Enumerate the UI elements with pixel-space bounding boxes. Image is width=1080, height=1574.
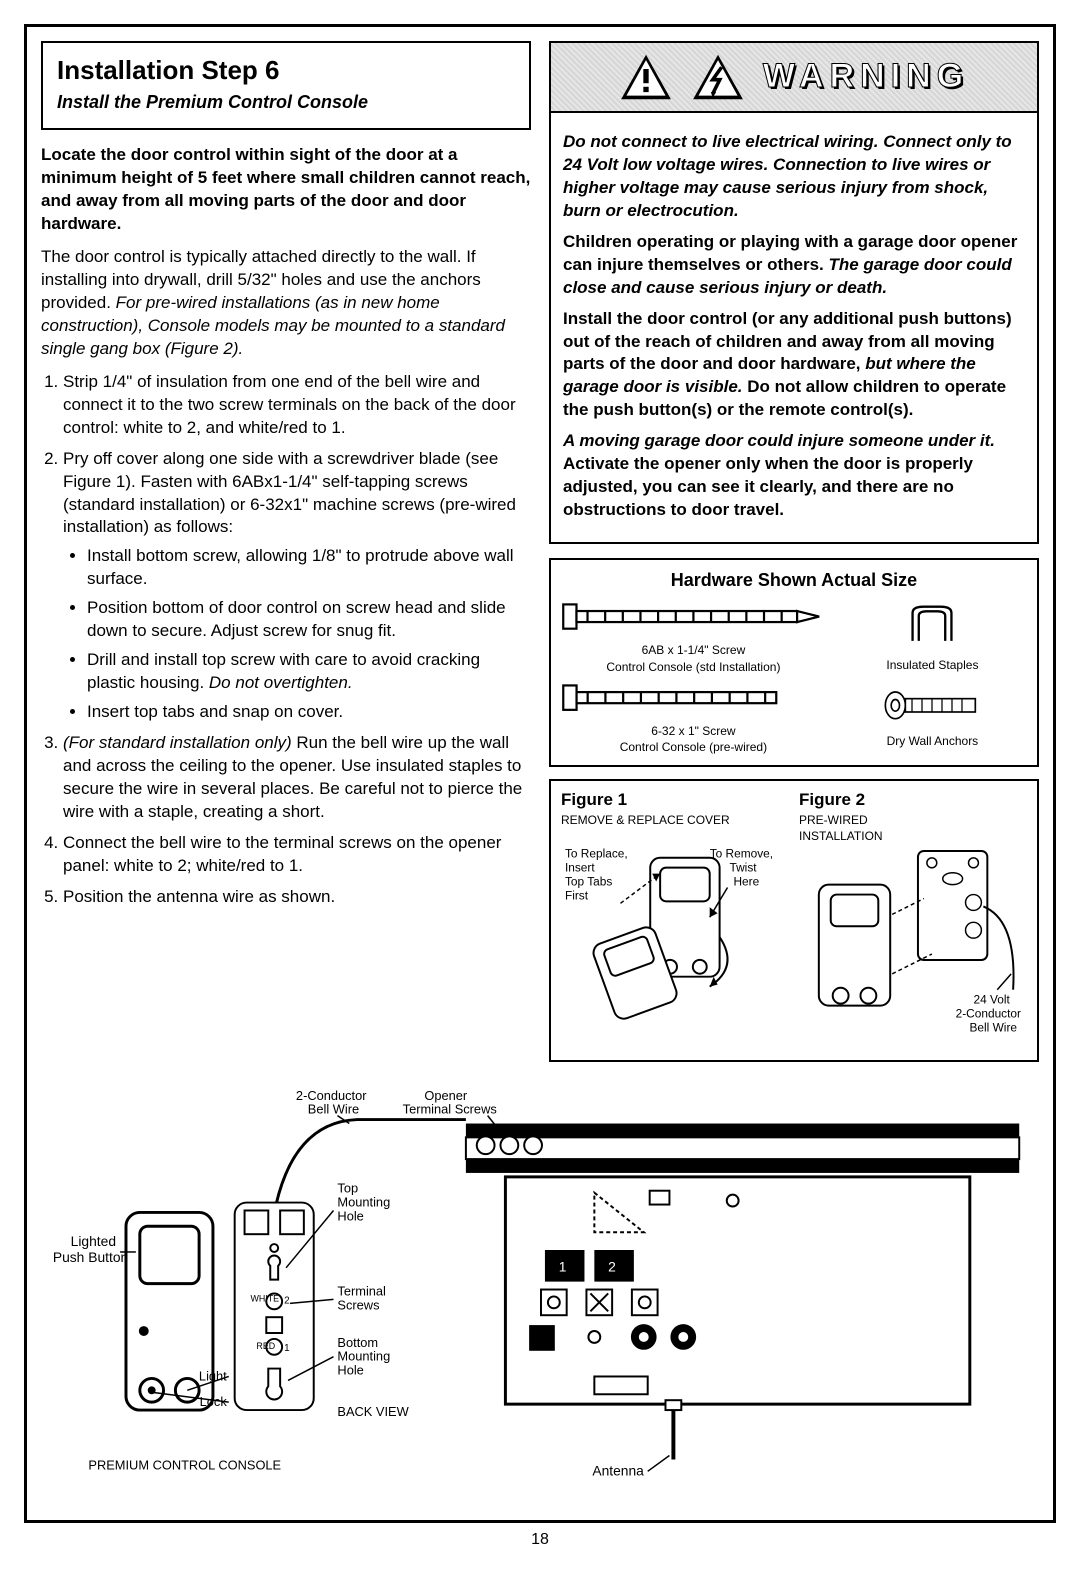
fig2-sub: PRE-WIREDINSTALLATION: [799, 812, 1027, 844]
lead-paragraph: Locate the door control within sight of …: [41, 144, 531, 236]
svg-text:Top Tabs: Top Tabs: [565, 875, 612, 889]
figure1-diagram: To Replace, Insert Top Tabs First To Rem…: [561, 828, 789, 1026]
svg-text:Twist: Twist: [730, 861, 758, 875]
screw2-icon: [561, 681, 794, 714]
right-column: WARNING Do not connect to live electrica…: [549, 41, 1039, 1074]
opener-console-diagram: 2-Conductor Bell Wire Opener Terminal Sc…: [41, 1084, 1039, 1499]
bullet-2: Position bottom of door control on screw…: [87, 597, 531, 643]
warn-p1: Do not connect to live electrical wiring…: [563, 131, 1025, 223]
svg-text:Bottom: Bottom: [337, 1335, 378, 1350]
warning-body: Do not connect to live electrical wiring…: [551, 113, 1037, 534]
step-2: Pry off cover along one side with a scre…: [63, 448, 531, 724]
staples-icon: [897, 602, 967, 649]
svg-text:Antenna: Antenna: [592, 1462, 644, 1478]
svg-text:1: 1: [559, 1259, 567, 1275]
anchors-icon: [882, 687, 982, 724]
fig1-sub: REMOVE & REPLACE COVER: [561, 812, 789, 828]
figure-2: Figure 2 PRE-WIREDINSTALLATION: [799, 789, 1027, 1050]
svg-text:Terminal Screws: Terminal Screws: [403, 1101, 497, 1116]
fig1-title: Figure 1: [561, 789, 789, 812]
svg-text:Here: Here: [733, 875, 759, 889]
step-5: Position the antenna wire as shown.: [63, 886, 531, 909]
svg-text:Lighted: Lighted: [71, 1233, 116, 1249]
warn-p3: Install the door control (or any additio…: [563, 308, 1025, 423]
warn-p2: Children operating or playing with a gar…: [563, 231, 1025, 300]
svg-text:Mounting: Mounting: [337, 1348, 390, 1363]
svg-text:Mounting: Mounting: [337, 1194, 390, 1209]
step-list: Strip 1/4" of insulation from one end of…: [41, 371, 531, 909]
svg-text:1: 1: [284, 1343, 290, 1354]
screw1-cap: 6AB x 1-1/4" ScrewControl Console (std I…: [561, 642, 826, 674]
svg-text:Insert: Insert: [565, 861, 595, 875]
step-4: Connect the bell wire to the terminal sc…: [63, 832, 531, 878]
svg-text:Bell Wire: Bell Wire: [308, 1101, 359, 1116]
figure-1: Figure 1 REMOVE & REPLACE COVER To Repla…: [561, 789, 789, 1050]
console-back: WHITE 2 RED 1: [235, 1202, 314, 1410]
anchors-cap: Dry Wall Anchors: [838, 733, 1027, 749]
svg-text:To Remove,: To Remove,: [710, 847, 773, 861]
svg-text:2: 2: [284, 1295, 290, 1306]
step-2-text: Pry off cover along one side with a scre…: [63, 449, 516, 537]
svg-text:2-Conductor: 2-Conductor: [956, 1006, 1021, 1020]
figures-box: Figure 1 REMOVE & REPLACE COVER To Repla…: [549, 779, 1039, 1062]
svg-text:Bell Wire: Bell Wire: [970, 1020, 1018, 1034]
svg-text:To Replace,: To Replace,: [565, 847, 628, 861]
warn-p4: A moving garage door could injure someon…: [563, 430, 1025, 522]
svg-text:BACK VIEW: BACK VIEW: [337, 1404, 409, 1419]
warning-triangle-icon: [619, 53, 673, 101]
page-number: 18: [24, 1529, 1056, 1551]
intro-paragraph: The door control is typically attached d…: [41, 246, 531, 361]
svg-text:Push Button: Push Button: [53, 1249, 128, 1265]
step-3: (For standard installation only) Run the…: [63, 732, 531, 824]
bullet-4: Insert top tabs and snap on cover.: [87, 701, 531, 724]
step-1: Strip 1/4" of insulation from one end of…: [63, 371, 531, 440]
bottom-diagram: 2-Conductor Bell Wire Opener Terminal Sc…: [27, 1074, 1053, 1520]
figure2-diagram: 24 Volt 2-Conductor Bell Wire: [799, 845, 1027, 1043]
step-2-bullets: Install bottom screw, allowing 1/8" to p…: [63, 545, 531, 724]
screw2-cell: 6-32 x 1" ScrewControl Console (pre-wire…: [561, 681, 826, 756]
svg-text:First: First: [565, 889, 589, 903]
svg-text:PREMIUM CONTROL CONSOLE: PREMIUM CONTROL CONSOLE: [88, 1457, 281, 1472]
screw1-cell: 6AB x 1-1/4" ScrewControl Console (std I…: [561, 600, 826, 674]
svg-text:24 Volt: 24 Volt: [973, 992, 1010, 1006]
step-title: Installation Step 6: [57, 53, 515, 88]
bullet-3: Drill and install top screw with care to…: [87, 649, 531, 695]
fig2-title: Figure 2: [799, 789, 1027, 812]
svg-text:WHITE: WHITE: [250, 1293, 279, 1303]
warning-title: WARNING: [763, 54, 969, 100]
svg-text:2-Conductor: 2-Conductor: [296, 1088, 367, 1103]
svg-text:Hole: Hole: [337, 1208, 363, 1223]
screw2-cap: 6-32 x 1" ScrewControl Console (pre-wire…: [561, 723, 826, 755]
svg-text:Top: Top: [337, 1180, 358, 1195]
hardware-title: Hardware Shown Actual Size: [561, 568, 1027, 592]
svg-text:RED: RED: [256, 1341, 275, 1351]
step-heading-box: Installation Step 6 Install the Premium …: [41, 41, 531, 130]
shock-triangle-icon: [691, 53, 745, 101]
svg-text:Opener: Opener: [424, 1088, 468, 1103]
hardware-box: Hardware Shown Actual Size 6AB x 1-1/4" …: [549, 558, 1039, 767]
svg-text:2: 2: [608, 1259, 616, 1275]
step-subtitle: Install the Premium Control Console: [57, 90, 515, 114]
svg-text:Hole: Hole: [337, 1362, 363, 1377]
opener-unit: Opener Terminal Screws 1 2: [403, 1088, 1020, 1478]
bullet-1: Install bottom screw, allowing 1/8" to p…: [87, 545, 531, 591]
staples-cell: Insulated Staples: [838, 602, 1027, 674]
warning-box: WARNING Do not connect to live electrica…: [549, 41, 1039, 544]
svg-text:Screws: Screws: [337, 1297, 379, 1312]
warning-header: WARNING: [551, 43, 1037, 113]
left-column: Installation Step 6 Install the Premium …: [41, 41, 531, 1074]
anchors-cell: Dry Wall Anchors: [838, 687, 1027, 749]
svg-text:Terminal: Terminal: [337, 1283, 385, 1298]
screw1-icon: [561, 600, 826, 633]
staples-cap: Insulated Staples: [838, 657, 1027, 673]
page-frame: Installation Step 6 Install the Premium …: [24, 24, 1056, 1523]
